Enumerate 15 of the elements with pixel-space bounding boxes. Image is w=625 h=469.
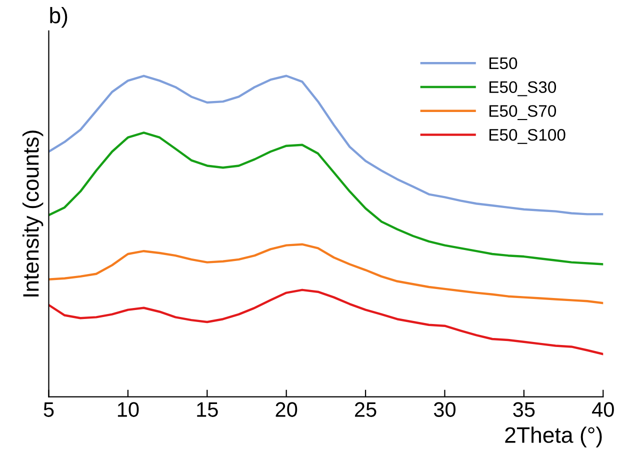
- x-tick-label: 15: [197, 402, 218, 417]
- x-tick-label: 25: [355, 402, 376, 417]
- x-axis-title: 2Theta (°): [505, 426, 602, 448]
- x-tick-label: 20: [276, 402, 298, 417]
- y-axis-title: Intensity (counts): [22, 130, 44, 296]
- x-tick-label: 40: [592, 402, 614, 417]
- legend-label: E50_S30: [489, 81, 556, 96]
- legend-label: E50_S70: [489, 105, 556, 120]
- x-tick-label: 30: [434, 402, 456, 417]
- x-tick-label: 10: [118, 402, 139, 417]
- text: b): [50, 7, 68, 28]
- x-tick-label: 35: [513, 402, 535, 417]
- legend-label: E50: [489, 57, 518, 70]
- legend-label: E50_S100: [489, 128, 566, 144]
- x-tick-label: 5: [44, 402, 54, 417]
